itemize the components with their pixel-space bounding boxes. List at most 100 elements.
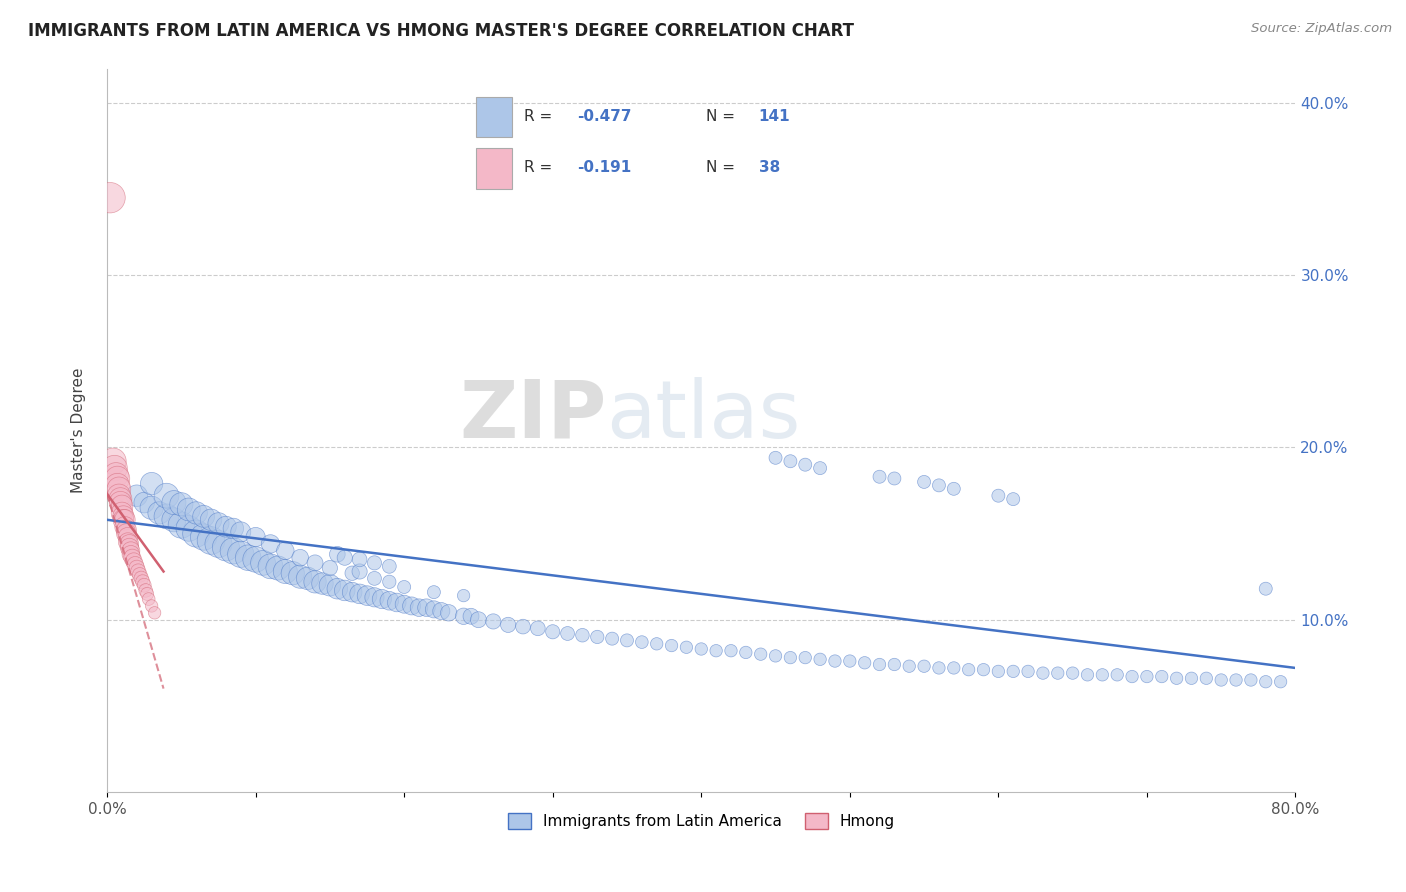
Point (134, 495, 156, 509)
Point (200, 533, 222, 548)
Point (132, 574, 155, 589)
Point (104, 468, 127, 483)
Point (333, 550, 356, 565)
Point (349, 565, 371, 579)
Point (245, 530, 267, 544)
Point (779, 454, 801, 468)
Y-axis label: Master's Degree: Master's Degree (72, 368, 86, 493)
Point (600, 632, 623, 646)
Point (408, 600, 430, 615)
Point (1017, 665, 1039, 679)
Point (912, 659, 935, 673)
Point (136, 587, 159, 601)
Point (392, 597, 415, 611)
Point (467, 613, 489, 627)
Point (114, 519, 136, 533)
Point (103, 461, 125, 475)
Point (148, 506, 170, 520)
Point (170, 518, 193, 533)
Point (200, 513, 222, 527)
Point (415, 600, 437, 615)
Point (124, 558, 146, 572)
Point (115, 523, 138, 537)
Text: IMMIGRANTS FROM LATIN AMERICA VS HMONG MASTER'S DEGREE CORRELATION CHART: IMMIGRANTS FROM LATIN AMERICA VS HMONG M… (28, 22, 853, 40)
Point (122, 554, 145, 568)
Point (170, 497, 193, 511)
Point (134, 578, 156, 592)
Point (117, 535, 139, 549)
Point (1150, 669, 1173, 683)
Point (222, 544, 245, 558)
Point (311, 576, 333, 591)
Point (453, 589, 475, 603)
Point (527, 621, 550, 635)
Point (363, 591, 385, 605)
Point (385, 595, 408, 609)
Point (1062, 666, 1084, 681)
Point (1195, 671, 1218, 685)
Point (267, 561, 290, 575)
Point (557, 626, 579, 640)
Point (222, 521, 245, 535)
Point (838, 654, 860, 668)
Point (120, 544, 142, 558)
Point (281, 566, 304, 581)
Point (1254, 674, 1277, 689)
Point (112, 509, 135, 524)
Point (661, 639, 683, 653)
Point (423, 602, 446, 616)
Point (229, 524, 252, 539)
Point (245, 552, 267, 566)
Point (765, 450, 787, 465)
Point (108, 489, 131, 503)
Point (912, 475, 935, 489)
Point (541, 624, 564, 639)
Point (177, 521, 200, 535)
Point (460, 609, 482, 624)
Point (378, 559, 401, 574)
Point (108, 482, 131, 496)
Point (928, 661, 950, 675)
Point (340, 585, 363, 599)
Point (987, 665, 1010, 679)
Point (363, 571, 385, 585)
Point (973, 663, 995, 677)
Point (304, 556, 326, 570)
Point (238, 550, 260, 565)
Point (869, 657, 891, 672)
Point (319, 578, 342, 592)
Point (138, 592, 160, 607)
Point (1180, 671, 1202, 685)
Point (765, 648, 787, 663)
Point (1136, 669, 1159, 683)
Point (349, 587, 371, 601)
Point (512, 619, 534, 633)
Point (1240, 673, 1263, 687)
Point (824, 654, 846, 668)
Point (1076, 668, 1098, 682)
Point (586, 630, 609, 644)
Point (141, 599, 163, 613)
Point (333, 583, 356, 598)
Point (808, 461, 831, 475)
Point (675, 640, 697, 655)
Point (437, 606, 460, 620)
Point (1166, 671, 1188, 685)
Point (749, 647, 772, 661)
Point (215, 519, 238, 533)
Point (734, 645, 756, 659)
Point (163, 495, 186, 509)
Point (1121, 669, 1143, 683)
Point (274, 565, 297, 579)
Text: Source: ZipAtlas.com: Source: ZipAtlas.com (1251, 22, 1392, 36)
Point (1211, 673, 1233, 687)
Point (143, 606, 166, 620)
Point (616, 633, 638, 648)
Point (107, 471, 129, 485)
Point (141, 476, 163, 491)
Point (340, 566, 363, 581)
Point (1046, 666, 1069, 681)
Point (883, 657, 905, 672)
Point (430, 604, 453, 618)
Point (155, 489, 177, 503)
